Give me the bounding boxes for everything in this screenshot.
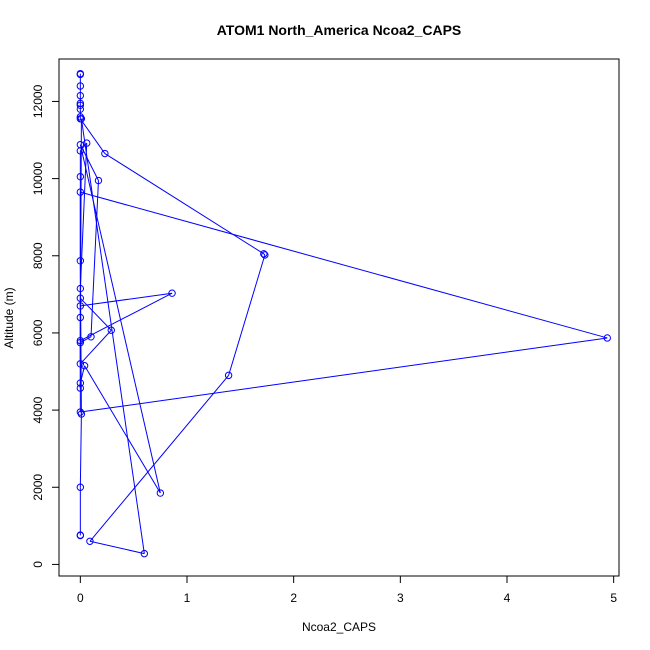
series-segment (80, 337, 608, 413)
y-axis: 0 2000 4000 6000 8000 10000 12000 (31, 84, 60, 568)
series-segment (228, 254, 266, 376)
x-tick-label: 4 (504, 591, 511, 605)
data-point (80, 362, 89, 370)
y-tick-label: 10000 (31, 162, 45, 196)
series-segment (80, 292, 173, 342)
x-tick-label: 0 (77, 591, 84, 605)
series-segment (80, 336, 92, 344)
data-point (76, 70, 85, 79)
data-point (260, 250, 268, 258)
data-point (76, 99, 85, 108)
data-point (603, 334, 611, 342)
data-point (76, 172, 85, 181)
y-tick-label: 12000 (31, 84, 45, 118)
data-point (87, 333, 95, 341)
data-point (76, 105, 85, 113)
series-segment (79, 413, 82, 488)
data-point (76, 483, 85, 491)
series-group (76, 69, 611, 558)
data-point (77, 410, 86, 418)
x-tick-label: 2 (290, 591, 297, 605)
data-point (107, 326, 115, 334)
series-segment (79, 329, 112, 365)
x-tick-label: 5 (610, 591, 617, 605)
y-tick-label: 2000 (31, 474, 45, 501)
x-axis: 0 1 2 3 4 5 (77, 575, 617, 605)
series-segment (79, 297, 112, 331)
data-point (76, 531, 85, 540)
data-point (76, 384, 85, 392)
series-segment (84, 365, 161, 494)
series-segment (79, 118, 106, 154)
x-tick-label: 3 (397, 591, 404, 605)
data-point (76, 147, 85, 155)
data-point (76, 284, 85, 293)
data-point (76, 336, 85, 345)
series-segment (89, 375, 229, 542)
data-point (224, 371, 233, 380)
data-point (261, 251, 269, 259)
y-tick-label: 4000 (31, 396, 45, 423)
chart-title: ATOM1 North_America Ncoa2_CAPS (217, 22, 462, 38)
data-point (76, 360, 85, 368)
x-tick-label: 1 (184, 591, 191, 605)
data-point (83, 139, 91, 147)
data-point (76, 294, 85, 302)
y-tick-label: 6000 (31, 319, 45, 346)
data-point (140, 549, 149, 558)
data-point (76, 91, 85, 100)
series-segment (104, 153, 265, 255)
data-point (94, 176, 103, 185)
data-point (76, 379, 85, 387)
data-point (168, 289, 176, 297)
data-point (76, 302, 85, 310)
data-point (76, 101, 85, 109)
series-segment (263, 253, 266, 256)
series-segment (80, 292, 173, 307)
x-axis-label: Ncoa2_CAPS (302, 620, 376, 634)
y-axis-label: Altitude (m) (2, 287, 16, 348)
y-tick-label: 8000 (31, 242, 45, 269)
data-point (101, 149, 109, 158)
data-point (76, 82, 85, 90)
series-segment (90, 180, 99, 337)
data-point (86, 537, 94, 545)
series-segment (79, 142, 88, 152)
series-segment (79, 144, 161, 494)
data-point (76, 313, 85, 322)
series-segment (80, 118, 145, 554)
data-point (77, 115, 86, 123)
data-point (76, 257, 85, 265)
series-segment (89, 540, 145, 555)
y-tick-label: 0 (31, 561, 45, 568)
data-point (76, 188, 85, 196)
data-point (156, 489, 165, 497)
series-segment (80, 191, 608, 339)
data-point (76, 338, 85, 347)
